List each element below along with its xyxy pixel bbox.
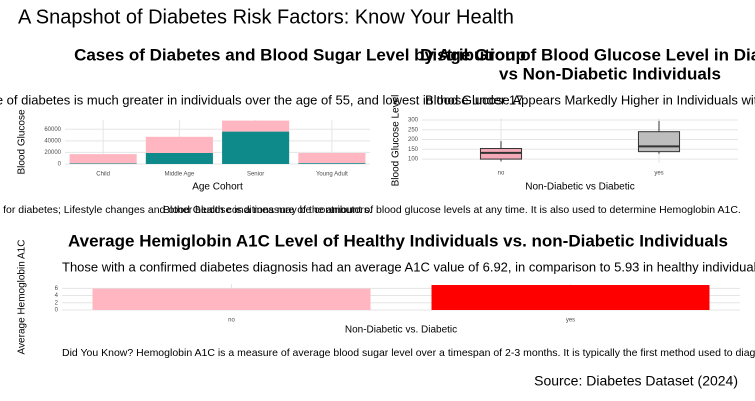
y-tick-label: 100 <box>408 157 419 163</box>
bar-segment <box>222 120 290 132</box>
y-axis-title: Average Hemoglobin A1C <box>17 240 28 355</box>
page-title: A Snapshot of Diabetes Risk Factors: Kno… <box>18 6 514 28</box>
chart-title: Average Hemiglobin A1C Level of Healthy … <box>68 231 728 250</box>
chart-title: Cases of Diabetes and Blood Sugar Level … <box>74 45 526 64</box>
y-tick-label: 4 <box>55 293 59 299</box>
x-tick-label: no <box>228 318 235 324</box>
chart-caption: Blood Glucose is a measure of the amount… <box>163 204 741 216</box>
y-tick-label: 300 <box>408 118 419 124</box>
y-tick-label: 6 <box>55 286 59 292</box>
x-tick-label: yes <box>654 171 663 177</box>
x-tick-label: Child <box>96 172 110 178</box>
bar-segment <box>222 131 290 164</box>
chart-caption: Did You Know? Hemoglobin A1C is a measur… <box>62 347 755 359</box>
x-tick-label: Middle Age <box>165 172 195 178</box>
box <box>637 131 681 153</box>
bar <box>92 288 371 310</box>
y-tick-label: 20000 <box>44 150 61 156</box>
chart-subtitle: The prevalence of diabetes is much great… <box>0 92 527 107</box>
bar-segment <box>69 163 137 164</box>
bar-segment <box>145 136 213 153</box>
x-axis-title: Age Cohort <box>192 182 243 193</box>
y-axis-title: Blood Glucose Level <box>391 95 402 187</box>
x-tick-label: yes <box>566 318 575 324</box>
y-tick-label: 40000 <box>44 138 61 144</box>
bar-segment <box>145 153 213 164</box>
bar-segment <box>69 154 137 164</box>
y-tick-label: 250 <box>408 127 419 133</box>
y-tick-label: 2 <box>55 300 59 306</box>
y-tick-label: 200 <box>408 137 419 143</box>
x-axis-title: Non-Diabetic vs Diabetic <box>525 182 635 193</box>
source: Source: Diabetes Dataset (2024) <box>534 373 738 389</box>
bar-segment <box>298 153 366 164</box>
x-tick-label: no <box>498 171 505 177</box>
x-tick-label: Senior <box>247 172 264 178</box>
y-tick-label: 0 <box>55 308 59 314</box>
x-tick-label: Young Adult <box>316 172 348 178</box>
x-axis-title: Non-Diabetic vs. Diabetic <box>345 325 457 336</box>
y-tick-label: 150 <box>408 147 419 153</box>
y-axis-title: Blood Glucose <box>17 109 28 174</box>
chart-title: vs Non-Diabetic Individuals <box>499 64 721 83</box>
chart-subtitle: Blood Glucose Appears Markedly Higher in… <box>425 92 755 107</box>
chart-caption: Age is a known risk factor for diabetes;… <box>0 204 372 216</box>
bar-segment <box>298 163 366 164</box>
bar <box>431 285 710 310</box>
chart-subtitle: Those with a confirmed diabetes diagnosi… <box>62 259 755 274</box>
chart-title: Distribution of Blood Glucose Level in D… <box>420 45 755 64</box>
y-tick-label: 60000 <box>44 127 61 133</box>
y-tick-label: 0 <box>58 162 62 168</box>
